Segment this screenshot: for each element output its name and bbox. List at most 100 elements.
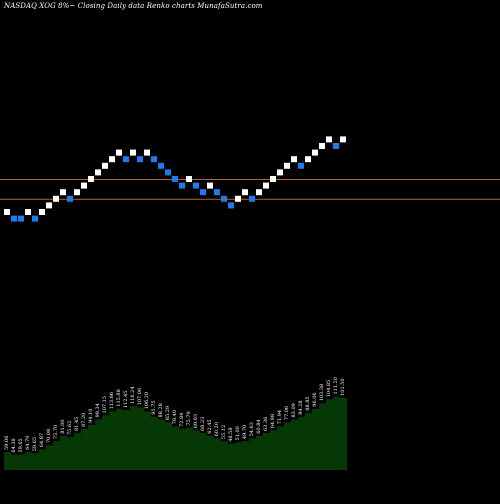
renko-brick-up	[326, 136, 332, 143]
renko-brick-up	[207, 182, 213, 189]
renko-brick-down	[172, 176, 178, 182]
renko-brick-up	[130, 149, 136, 156]
volume-label: 81.00	[60, 419, 66, 433]
renko-brick-down	[165, 169, 171, 176]
volume-label: 62.45	[207, 419, 213, 433]
volume-label: 95.75	[151, 400, 157, 414]
volume-label: 70.08	[46, 429, 52, 443]
chart-header: NASDAQ XOG 8%~ Closing Daily data Renko …	[4, 2, 263, 10]
renko-brick-up	[46, 202, 52, 209]
volume-label: 88.28	[158, 403, 164, 417]
renko-brick-down	[200, 189, 206, 196]
renko-brick-down	[151, 156, 157, 163]
volume-label: 115.88	[116, 389, 122, 407]
volume-label: 107.15	[102, 396, 108, 414]
volume-label: 51.00	[235, 426, 241, 440]
renko-brick-up	[186, 176, 192, 182]
volume-label: 48.58	[228, 427, 234, 441]
renko-brick-up	[25, 209, 31, 215]
renko-brick-down	[179, 182, 185, 189]
volume-label: 59.65	[18, 438, 24, 452]
renko-brick-up	[60, 189, 66, 196]
volume-label: 59.65	[32, 437, 38, 451]
volume-label: 59.06	[4, 436, 10, 450]
renko-brick-up	[88, 176, 94, 182]
renko-brick-up	[256, 189, 262, 196]
renko-brick-up	[74, 189, 80, 196]
renko-brick-up	[53, 195, 59, 202]
renko-brick-up	[242, 189, 248, 196]
renko-brick-down	[67, 195, 73, 202]
renko-brick-down	[18, 215, 24, 222]
renko-brick-up	[102, 162, 108, 169]
volume-label: 68.23	[200, 417, 206, 431]
volume-label: 72.84	[179, 413, 185, 427]
volume-label: 83.09	[291, 403, 297, 417]
renko-brick-up	[312, 149, 318, 156]
renko-brick-up	[95, 169, 101, 176]
renko-brick-up	[319, 143, 325, 149]
volume-label: 107.06	[137, 388, 143, 406]
renko-brick-down	[214, 189, 220, 196]
volume-label: 77.06	[284, 406, 290, 420]
volume-label: 63.36	[263, 417, 269, 431]
renko-brick-up	[305, 156, 311, 163]
renko-brick-down	[298, 162, 304, 169]
volume-label: 101.50	[340, 378, 346, 396]
volume-label: 64.87	[39, 433, 45, 447]
volume-label: 116.24	[130, 387, 136, 405]
volume-label: 113.86	[109, 392, 115, 410]
volume-area	[4, 396, 347, 470]
volume-label: 96.06	[312, 392, 318, 406]
renko-brick-up	[235, 195, 241, 202]
volume-label: 64.70	[25, 436, 31, 450]
renko-brick-down	[249, 195, 255, 202]
renko-brick-down	[137, 156, 143, 163]
volume-label: 75.70	[53, 425, 59, 439]
renko-brick-down	[228, 202, 234, 209]
volume-label: 99.34	[95, 403, 101, 417]
volume-label: 111.20	[333, 377, 339, 395]
renko-brick-up	[270, 176, 276, 182]
renko-brick-up	[277, 169, 283, 176]
volume-label: 84.28	[298, 400, 304, 414]
volume-label: 49.70	[242, 425, 248, 439]
volume-label: 55.12	[221, 425, 227, 439]
renko-brick-down	[333, 143, 339, 149]
renko-brick-up	[39, 209, 45, 215]
renko-brick-up	[291, 156, 297, 163]
volume-label: 54.63	[249, 422, 255, 436]
renko-brick-up	[116, 149, 122, 156]
volume-label: 71.94	[277, 410, 283, 424]
volume-label: 94.10	[88, 409, 94, 423]
volume-label: 69.93	[193, 414, 199, 428]
renko-brick-down	[123, 156, 129, 163]
renko-brick-up	[340, 136, 346, 143]
volume-label: 60.84	[256, 419, 262, 433]
renko-brick-down	[193, 182, 199, 189]
renko-brick-up	[263, 182, 269, 189]
volume-label: 78.40	[172, 410, 178, 424]
volume-label: 106.20	[144, 392, 150, 410]
renko-brick-up	[109, 156, 115, 163]
volume-label: 64.38	[11, 438, 17, 452]
volume-label: 85.29	[165, 406, 171, 420]
volume-label: 87.20	[81, 413, 87, 427]
volume-label: 81.45	[74, 417, 80, 431]
renko-brick-up	[284, 162, 290, 169]
volume-label: 64.98	[270, 414, 276, 428]
renko-brick-up	[81, 182, 87, 189]
volume-label: 88.85	[305, 396, 311, 410]
renko-brick-down	[221, 195, 227, 202]
volume-label: 112.45	[123, 391, 129, 409]
renko-brick-up	[4, 209, 10, 215]
volume-label: 60.20	[214, 422, 220, 436]
volume-label: 75.79	[186, 411, 192, 425]
volume-label: 75.62	[67, 421, 73, 435]
renko-brick-down	[32, 215, 38, 222]
volume-label: 103.38	[319, 384, 325, 402]
renko-brick-down	[158, 162, 164, 169]
volume-label: 104.85	[326, 380, 332, 398]
